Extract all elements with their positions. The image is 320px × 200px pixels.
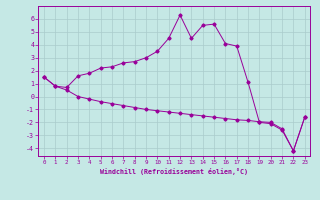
X-axis label: Windchill (Refroidissement éolien,°C): Windchill (Refroidissement éolien,°C)	[100, 168, 248, 175]
